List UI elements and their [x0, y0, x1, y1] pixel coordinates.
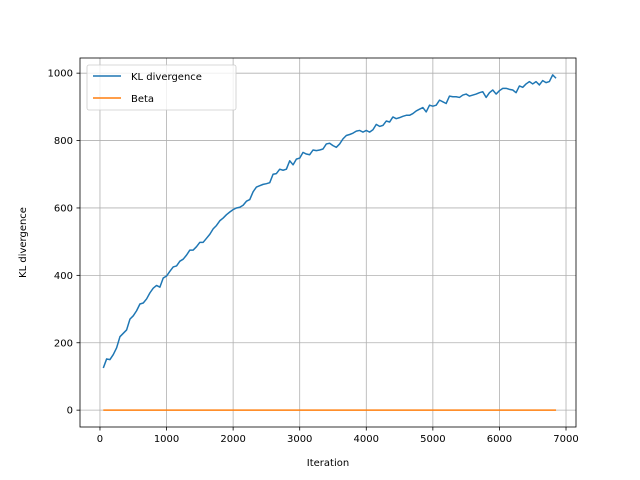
x-tick-label: 7000 — [553, 434, 578, 445]
x-tick-label: 3000 — [287, 434, 312, 445]
legend-label-beta: Beta — [131, 94, 154, 105]
y-tick-label: 1000 — [48, 69, 73, 80]
y-axis-label: KL divergence — [18, 207, 29, 278]
y-tick-label: 800 — [54, 136, 73, 147]
x-tick-label: 4000 — [354, 434, 379, 445]
y-tick-label: 0 — [67, 406, 73, 417]
y-axis-ticks: 0 200 400 600 800 1000 — [48, 69, 80, 417]
y-tick-label: 400 — [54, 271, 73, 282]
x-tick-label: 5000 — [420, 434, 445, 445]
x-tick-label: 0 — [97, 434, 103, 445]
x-tick-label: 1000 — [154, 434, 179, 445]
y-tick-label: 600 — [54, 203, 73, 214]
x-axis-ticks: 0 1000 2000 3000 4000 5000 6000 7000 — [97, 427, 579, 445]
x-tick-label: 6000 — [487, 434, 512, 445]
x-axis-label: Iteration — [307, 458, 349, 469]
axes-frame — [79, 57, 577, 428]
plot-area — [80, 58, 576, 427]
x-tick-label: 2000 — [220, 434, 245, 445]
series-line-kl-divergence — [102, 74, 557, 369]
y-tick-label: 200 — [54, 338, 73, 349]
series-layer — [102, 74, 557, 411]
legend-box — [86, 64, 237, 111]
legend-label-kl-divergence: KL divergence — [131, 72, 202, 83]
legend: KL divergence Beta — [86, 64, 237, 111]
